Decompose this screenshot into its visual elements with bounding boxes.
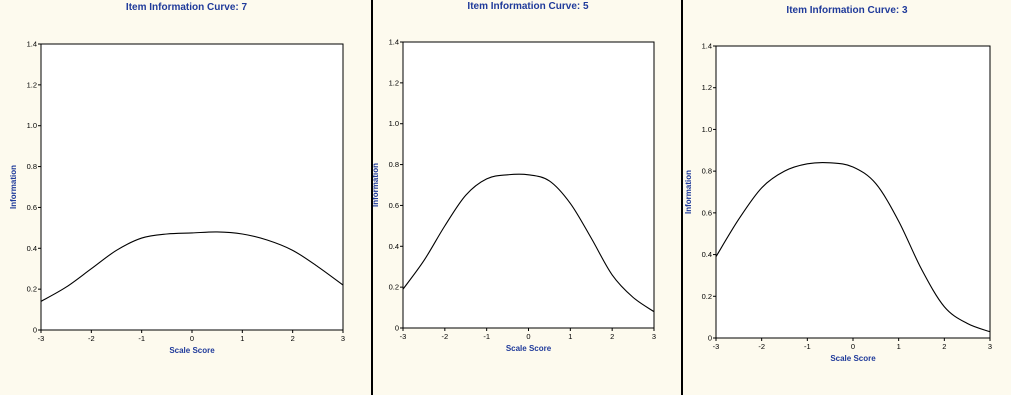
- y-tick-label: 0.4: [702, 250, 712, 259]
- x-tick-label: 3: [652, 332, 656, 341]
- chart-panel-5: Item Information Curve: 5 0 0.2 0.4 0.6 0.8 1.…: [373, 0, 683, 395]
- x-tick-label: 2: [942, 342, 946, 351]
- y-tick-label: 0.8: [27, 162, 37, 171]
- x-tick-label: 3: [988, 342, 992, 351]
- x-axis-label: Scale Score: [169, 346, 215, 355]
- information-curve: [402, 173, 655, 313]
- y-axis-label: Information: [684, 170, 693, 214]
- chart-svg-5: Item Information Curve: 5 0 0.2 0.4 0.6 0.8 1.…: [373, 0, 681, 395]
- y-tick-label: 0.6: [389, 201, 399, 210]
- x-tick-label: 2: [291, 334, 295, 343]
- plot-area: [715, 45, 991, 339]
- chart-title: Item Information Curve: 5: [467, 1, 589, 12]
- y-tick-label: 0: [708, 334, 712, 343]
- x-axis-label: Scale Score: [506, 344, 552, 353]
- x-tick-label: -1: [138, 334, 145, 343]
- y-tick-label: 0.6: [702, 208, 712, 217]
- x-tick-label: 0: [851, 342, 855, 351]
- y-axis-label: Information: [9, 165, 18, 209]
- y-tick-label: 0.8: [702, 167, 712, 176]
- plot-area: [402, 41, 655, 329]
- x-tick-label: 2: [610, 332, 614, 341]
- x-tick-label: 0: [190, 334, 194, 343]
- y-tick-label: 0: [33, 326, 37, 335]
- y-tick-label: 0: [395, 324, 399, 333]
- y-tick-label: 1.0: [27, 121, 37, 130]
- x-tick-label: -1: [483, 332, 490, 341]
- x-tick-label: 0: [526, 332, 530, 341]
- y-tick-label: 1.0: [389, 119, 399, 128]
- y-tick-label: 0.4: [389, 242, 399, 251]
- y-tick-label: 1.2: [27, 80, 37, 89]
- x-axis-label: Scale Score: [830, 354, 876, 363]
- y-tick-label: 0.2: [702, 292, 712, 301]
- y-tick-label: 1.4: [702, 42, 712, 51]
- y-tick-label: 0.4: [27, 244, 37, 253]
- x-tick-label: -2: [758, 342, 765, 351]
- y-axis-label: Information: [373, 163, 380, 207]
- y-tick-label: 0.2: [389, 283, 399, 292]
- y-tick-label: 1.0: [702, 125, 712, 134]
- y-tick-label: 1.2: [389, 78, 399, 87]
- chart-svg-7: Item Information Curve: 7 0 0.2 0.4 0.6 0.8 1.…: [0, 0, 371, 395]
- y-tick-label: 1.2: [702, 83, 712, 92]
- chart-panel-7: Item Information Curve: 7 0 0.2 0.4 0.6 0.8 1.…: [0, 0, 373, 395]
- x-tick-label: -1: [804, 342, 811, 351]
- x-tick-label: 1: [897, 342, 901, 351]
- chart-svg-3: Item Information Curve: 3 0 0.2 0.4 0.6 0.8 1.…: [683, 0, 1011, 395]
- x-tick-label: -2: [88, 334, 95, 343]
- x-tick-label: 3: [341, 334, 345, 343]
- plot-area: [40, 43, 344, 331]
- chart-title: Item Information Curve: 7: [126, 2, 248, 13]
- chart-title: Item Information Curve: 3: [786, 5, 908, 16]
- y-tick-label: 1.4: [27, 40, 37, 49]
- x-tick-label: -2: [441, 332, 448, 341]
- y-tick-label: 0.2: [27, 285, 37, 294]
- information-curve: [715, 161, 991, 333]
- x-tick-label: 1: [568, 332, 572, 341]
- chart-panel-3: Item Information Curve: 3 0 0.2 0.4 0.6 0.8 1.…: [683, 0, 1011, 395]
- x-tick-label: 1: [240, 334, 244, 343]
- y-tick-label: 1.4: [389, 38, 399, 47]
- x-tick-label: -3: [400, 332, 407, 341]
- x-tick-label: -3: [38, 334, 45, 343]
- x-tick-label: -3: [713, 342, 720, 351]
- y-tick-label: 0.8: [389, 160, 399, 169]
- y-tick-label: 0.6: [27, 203, 37, 212]
- information-curve: [40, 231, 344, 302]
